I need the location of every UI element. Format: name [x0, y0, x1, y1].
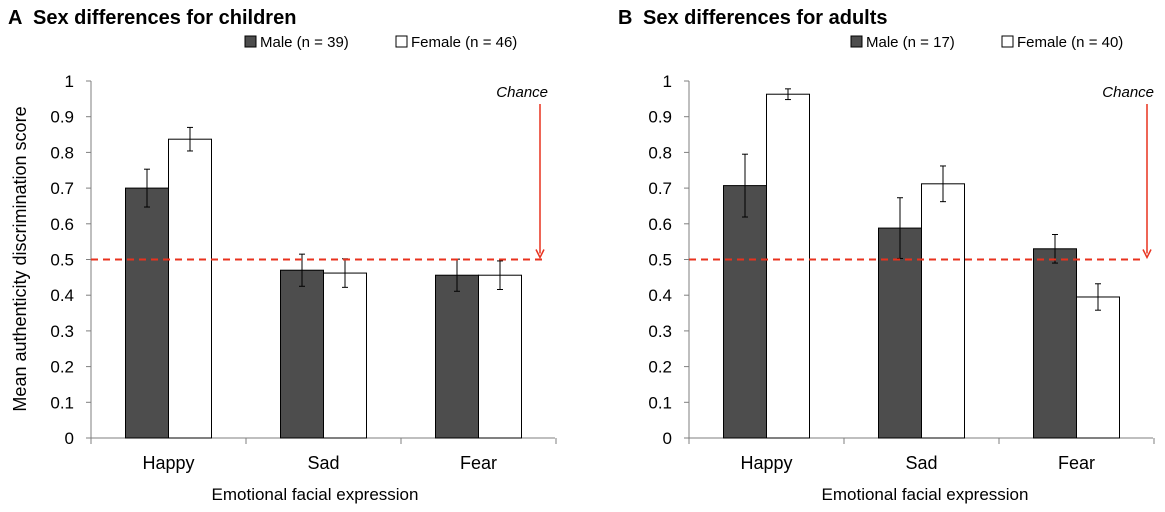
panel-b-category-label: Fear	[1058, 453, 1095, 473]
panel-b-title: Sex differences for adults	[643, 7, 888, 29]
panel-a-bar-female-happy	[168, 138, 212, 439]
panel-b-legend-swatch-male	[850, 35, 863, 48]
panel-b-legend-swatch-female	[1001, 35, 1014, 48]
panel-a-legend-swatch-female	[395, 35, 408, 48]
panel-b-y-tick-label: 0.3	[648, 322, 672, 341]
panel-b-y-tick-label: 0.9	[648, 108, 672, 127]
panel-a-y-tick-label: 0.6	[50, 215, 74, 234]
panel-a-y-tick-label: 0.9	[50, 108, 74, 127]
panel-a-y-tick-label: 1	[65, 72, 74, 91]
panel-b-legend-label-female: Female (n = 40)	[1017, 34, 1123, 51]
panel-a-category-label: Fear	[460, 453, 497, 473]
panel-a-y-tick-label: 0.7	[50, 179, 74, 198]
panel-b-y-tick-label: 0.8	[648, 143, 672, 162]
panel-a-bar-male-sad	[280, 269, 324, 439]
panel-b-bar-female-sad	[921, 183, 965, 439]
panel-b-category-label: Sad	[905, 453, 937, 473]
panel-a-bar-male-fear	[435, 274, 479, 439]
y-axis-label: Mean authenticity discrimination score	[10, 106, 30, 411]
panel-b-y-tick-label: 0.4	[648, 286, 672, 305]
panel-a-legend-label-female: Female (n = 46)	[411, 34, 517, 51]
panel-a-bar-female-sad	[323, 272, 367, 439]
panel-a-letter: A	[8, 7, 22, 29]
panel-a-y-tick-label: 0.4	[50, 286, 74, 305]
panel-b-legend-label-male: Male (n = 17)	[866, 34, 955, 51]
panel-b-y-tick-label: 0.2	[648, 358, 672, 377]
panel-b-category-label: Happy	[740, 453, 792, 473]
panel-a-xlabel: Emotional facial expression	[212, 485, 419, 504]
panel-b-letter: B	[618, 7, 632, 29]
panel-b-y-tick-label: 1	[663, 72, 672, 91]
panel-a-category-label: Sad	[307, 453, 339, 473]
panel-a-y-tick-label: 0.1	[50, 393, 74, 412]
panel-b-y-tick-label: 0.5	[648, 251, 672, 270]
panel-b-bar-female-happy	[766, 93, 810, 439]
panel-b-chance-label: Chance	[1102, 84, 1154, 101]
panel-a-y-tick-label: 0.5	[50, 251, 74, 270]
panel-b-bar-male-fear	[1033, 248, 1077, 439]
panel-a-category-label: Happy	[142, 453, 194, 473]
panel-b-bar-male-happy	[723, 185, 767, 439]
panel-a-legend-label-male: Male (n = 39)	[260, 34, 349, 51]
panel-a-chance-label: Chance	[496, 84, 548, 101]
panel-a-y-tick-label: 0.8	[50, 143, 74, 162]
panel-b-y-tick-label: 0.6	[648, 215, 672, 234]
panel-b-bar-female-fear	[1076, 296, 1120, 439]
panel-b-y-tick-label: 0.1	[648, 393, 672, 412]
panel-b-chance-arrowhead	[1142, 249, 1152, 260]
panel-a-bar-female-fear	[478, 274, 522, 439]
panel-a-y-tick-label: 0.2	[50, 358, 74, 377]
panel-b-y-tick-label: 0.7	[648, 179, 672, 198]
panel-a-y-tick-label: 0	[65, 429, 74, 448]
plot-layer: 0 0.1 0.2 0.3 0.4 0.5 0.6 0.7 0.8 0.9 1 Happy Sad Fea…	[50, 34, 1155, 473]
panel-a-bar-male-happy	[125, 187, 169, 439]
panel-b-y-tick-label: 0	[663, 429, 672, 448]
panel-a-chance-arrowhead	[535, 249, 545, 260]
panel-a-legend-swatch-male	[244, 35, 257, 48]
panel-b-xlabel: Emotional facial expression	[822, 485, 1029, 504]
panel-a-title: Sex differences for children	[33, 7, 296, 29]
panel-a-y-tick-label: 0.3	[50, 322, 74, 341]
